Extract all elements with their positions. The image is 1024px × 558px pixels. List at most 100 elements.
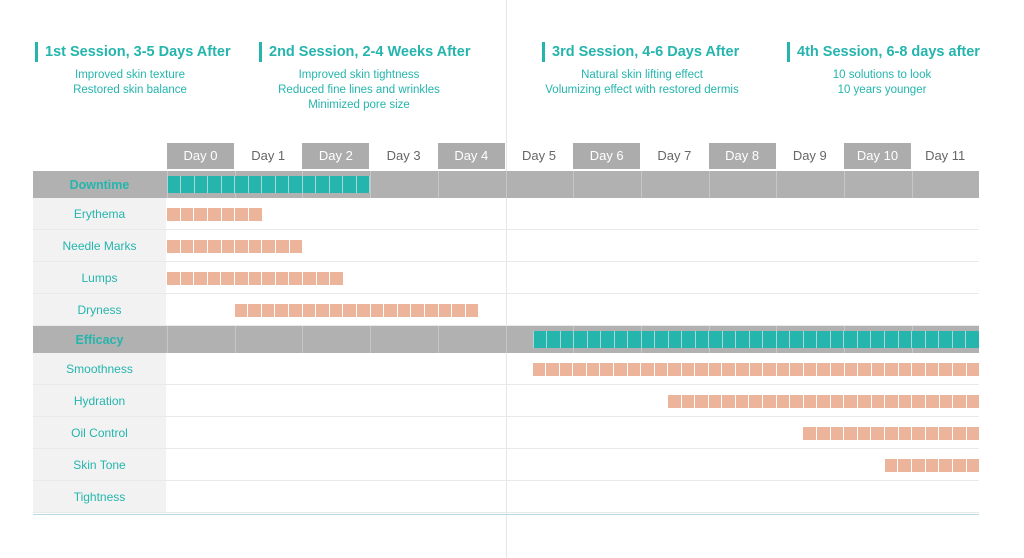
hydration-bar-segment (749, 395, 763, 408)
needle-marks-bar-segment (207, 240, 221, 253)
session-1-line-1: Improved skin texture (75, 69, 185, 81)
center-divider (506, 0, 507, 558)
smoothness-bar-segment (654, 363, 668, 376)
needle-marks-bar-segment (248, 240, 262, 253)
dryness-bar-segment (316, 304, 329, 317)
hydration-bar-segment (817, 395, 830, 408)
smoothness-bar-segment (898, 363, 912, 376)
item-row-tightness: Tightness (33, 481, 979, 513)
efficacy-bar-segment (547, 331, 560, 348)
skin-tone-bar-segment (925, 459, 939, 472)
hydration-bar-segment (912, 395, 925, 408)
dryness-bar-segment (275, 304, 289, 317)
smoothness-bar-segment (844, 363, 858, 376)
hydration-bar-segment (939, 395, 953, 408)
hydration-bar-segment (966, 395, 980, 408)
efficacy-bar-segment (533, 331, 547, 348)
hydration-bar-segment (790, 395, 803, 408)
smoothness-bar-segment (939, 363, 953, 376)
efficacy-bar-segment (574, 331, 587, 348)
downtime-bar-segment (329, 176, 343, 193)
efficacy-bar-segment (871, 331, 884, 348)
smoothness-bar-segment (736, 363, 749, 376)
skin-tone-bar-segment (898, 459, 911, 472)
dryness-bar-segment (343, 304, 357, 317)
efficacy-bar-segment (655, 331, 668, 348)
smoothness-bar-segment (708, 363, 722, 376)
smoothness-bar-segment (722, 363, 736, 376)
item-label-skin-tone: Skin Tone (33, 449, 166, 480)
dryness-bar-segment (234, 304, 248, 317)
category-row-efficacy: Efficacy (33, 326, 980, 353)
lumps-bar-segment (316, 272, 330, 285)
oil-control-bar-segment (830, 427, 844, 440)
efficacy-bar-segment (925, 331, 939, 348)
efficacy-bar-segment (560, 331, 574, 348)
smoothness-bar-segment (871, 363, 885, 376)
day-header-8: Day 8 (708, 143, 776, 169)
efficacy-bar-segment (884, 331, 898, 348)
efficacy-bar-segment (844, 331, 857, 348)
oil-control-bar-segment (912, 427, 925, 440)
day-header-6: Day 6 (573, 143, 641, 169)
category-label-efficacy: Efficacy (75, 332, 124, 347)
skin-tone-bar-segment (939, 459, 953, 472)
smoothness-bar-segment (858, 363, 871, 376)
smoothness-bar-segment (817, 363, 830, 376)
downtime-bar-segment (168, 176, 181, 193)
smoothness-bar-segment (668, 363, 681, 376)
hydration-bar-segment (722, 395, 735, 408)
needle-marks-bar-segment (167, 240, 180, 253)
downtime-bar-segment (289, 176, 302, 193)
category-cell-divider (911, 171, 913, 198)
dryness-bar-segment (384, 304, 397, 317)
erythema-bar-segment (249, 208, 262, 221)
erythema-bar-segment (235, 208, 249, 221)
lumps-bar (167, 272, 343, 285)
skin-tone-bar-segment (884, 459, 898, 472)
item-row-hydration: Hydration (33, 385, 980, 417)
item-label-tightness: Tightness (33, 481, 166, 512)
downtime-bar-segment (208, 176, 221, 193)
hydration-bar-segment (803, 395, 817, 408)
day-header-3: Day 3 (386, 148, 421, 163)
smoothness-bar-segment (559, 363, 573, 376)
item-row-needle-marks: Needle Marks (33, 230, 979, 262)
session-3-title: 3rd Session, 4-6 Days After (542, 42, 742, 62)
downtime-bar (167, 176, 371, 193)
lumps-bar-segment (303, 272, 316, 285)
needle-marks-bar-segment (180, 240, 194, 253)
oil-control-bar-segment (885, 427, 898, 440)
smoothness-bar-segment (776, 363, 790, 376)
smoothness-bar-segment (966, 363, 980, 376)
hydration-bar (667, 395, 980, 408)
dryness-bar-segment (465, 304, 479, 317)
hydration-bar-segment (776, 395, 790, 408)
erythema-bar (167, 208, 262, 221)
dryness-bar-segment (397, 304, 411, 317)
item-label-needle-marks: Needle Marks (33, 230, 166, 261)
item-row-skin-tone: Skin Tone (33, 449, 980, 481)
category-cell-divider (505, 171, 507, 198)
day-header-4: Day 4 (437, 143, 505, 169)
item-label-erythema: Erythema (33, 198, 166, 229)
item-row-smoothness: Smoothness (33, 353, 980, 385)
day-header-10: Day 10 (844, 143, 911, 169)
dryness-bar-segment (357, 304, 370, 317)
smoothness-bar-segment (912, 363, 925, 376)
hydration-bar-segment (681, 395, 695, 408)
lumps-bar-segment (194, 272, 207, 285)
lumps-bar-segment (262, 272, 275, 285)
lumps-bar-segment (180, 272, 194, 285)
smoothness-bar-segment (830, 363, 844, 376)
chart-bottom-line (33, 514, 979, 515)
item-label-smoothness: Smoothness (33, 353, 166, 384)
smoothness-bar-segment (885, 363, 898, 376)
skin-tone-bar-segment (953, 459, 966, 472)
smoothness-bar-segment (627, 363, 641, 376)
session-2-title: 2nd Session, 2-4 Weeks After (259, 42, 470, 62)
hydration-bar-segment (871, 395, 885, 408)
category-cell-divider (167, 326, 168, 353)
item-row-lumps: Lumps (33, 262, 979, 294)
smoothness-bar-segment (953, 363, 966, 376)
